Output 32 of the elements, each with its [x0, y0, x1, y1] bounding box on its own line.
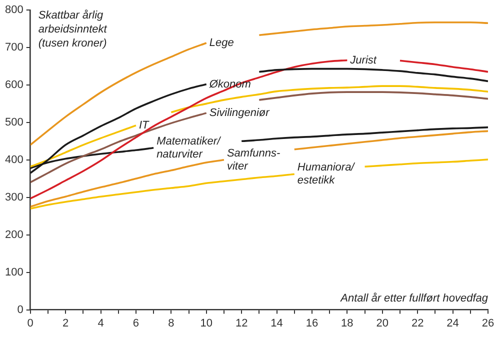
y-tick-label: 0 [17, 304, 24, 316]
series-label: Matematiker/ naturviter [156, 135, 222, 160]
y-tick-label: 600 [4, 78, 24, 91]
x-axis-title: Antall år etter fullført hovedfag [340, 292, 489, 304]
y-tick-label: 400 [4, 154, 24, 166]
series-label: Lege [209, 37, 234, 50]
y-axis-title: Skattbar årlig arbeidsinntekt (tusen kroner) [38, 10, 108, 50]
y-tick-label: 500 [4, 116, 24, 128]
y-tick-label: 800 [4, 4, 24, 16]
x-tick-label: 10 [200, 317, 212, 330]
x-tick-label: 26 [482, 317, 494, 330]
series-label: IT [138, 119, 150, 132]
x-tick-label: 12 [235, 317, 248, 330]
x-tick-label: 2 [62, 317, 69, 330]
x-tick-label: 8 [168, 317, 174, 330]
x-tick-label: 0 [27, 317, 34, 330]
x-tick-label: 14 [270, 317, 283, 330]
x-tick-label: 16 [306, 317, 318, 330]
series-label: Jurist [349, 54, 378, 66]
x-tick-label: 6 [132, 317, 140, 330]
y-tick-label: 700 [4, 42, 24, 54]
series-label: Humaniora/ estetikk [297, 162, 356, 187]
x-tick-label: 4 [98, 317, 104, 330]
x-tick-label: 18 [341, 317, 354, 330]
series-label: Samfunns- viter [226, 147, 280, 172]
x-tick-label: 22 [411, 317, 424, 330]
series-label: Sivilingeniør [209, 107, 271, 120]
y-tick-label: 200 [4, 228, 24, 241]
x-tick-label: 20 [376, 317, 389, 330]
x-tick-label: 24 [446, 317, 459, 330]
y-tick-label: 300 [4, 191, 24, 204]
y-tick-label: 100 [4, 266, 24, 278]
